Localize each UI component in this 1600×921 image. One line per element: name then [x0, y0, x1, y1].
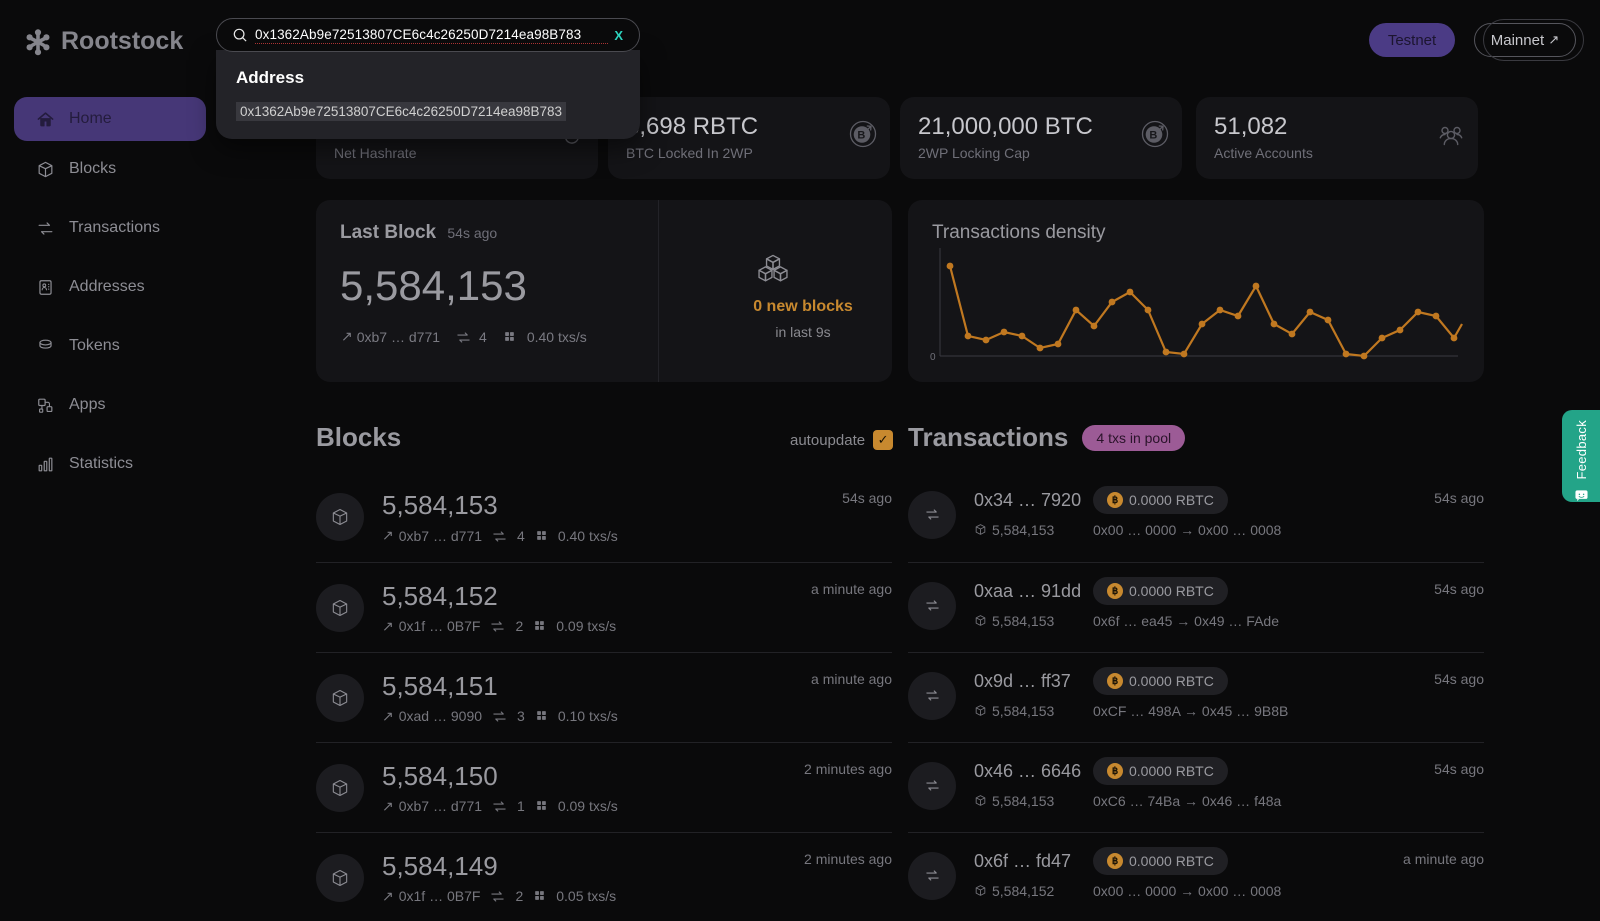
- svg-text:0: 0: [930, 352, 936, 363]
- svg-text:B: B: [1149, 130, 1157, 142]
- svg-text:B: B: [857, 130, 865, 142]
